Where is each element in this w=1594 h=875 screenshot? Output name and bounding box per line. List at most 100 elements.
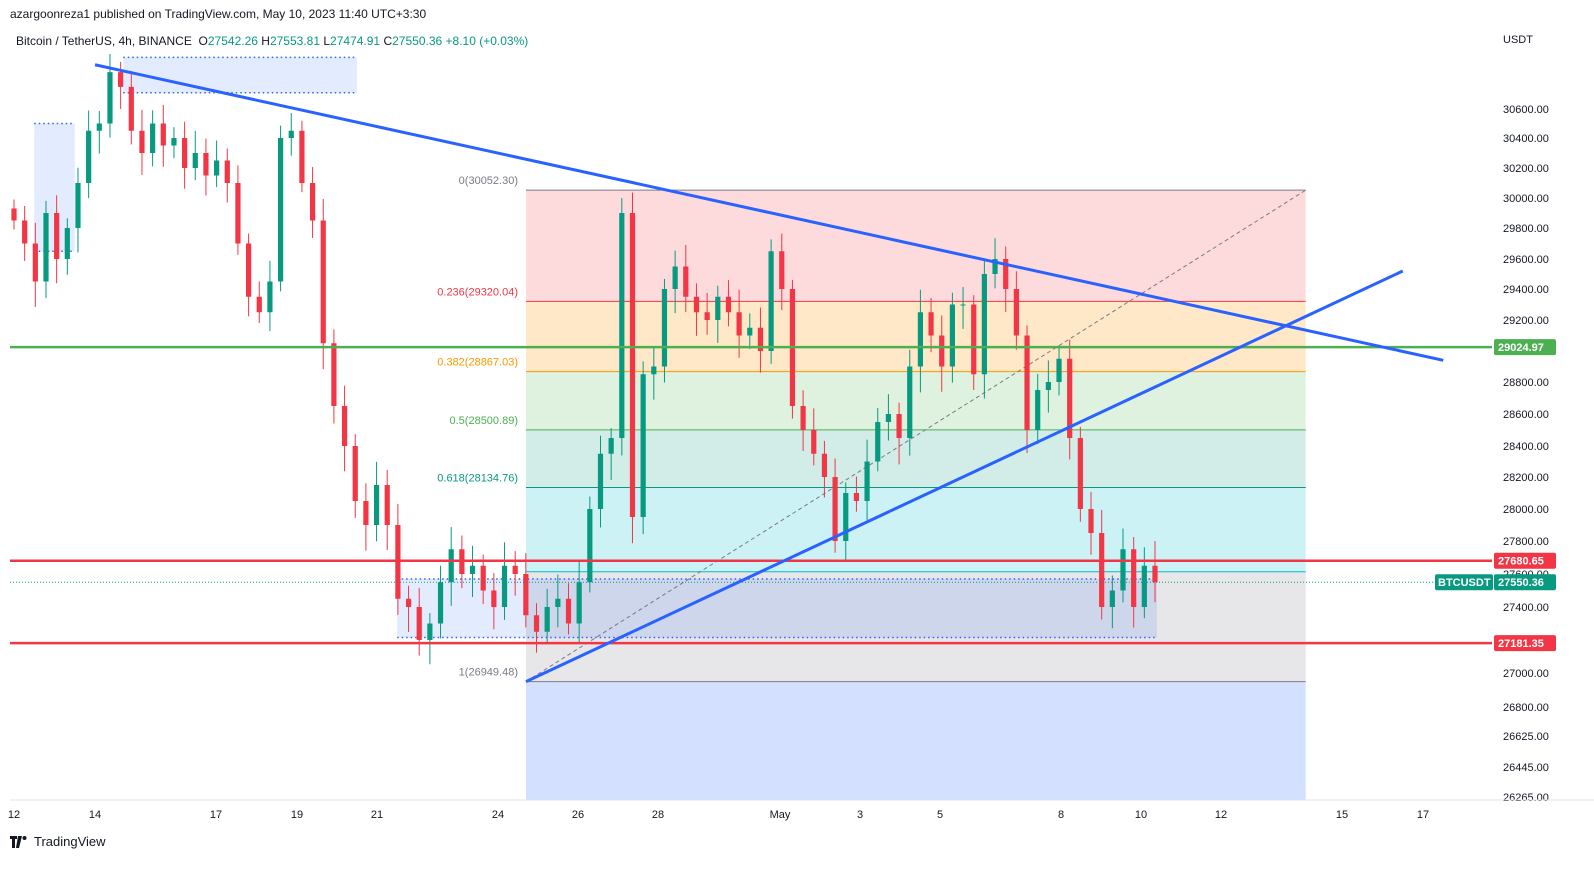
tradingview-logo-icon [10, 835, 27, 848]
candle-body [86, 130, 92, 183]
candle-body [373, 485, 380, 525]
candle-body [171, 138, 177, 146]
descending-trendline [94, 63, 1444, 362]
price-axis-tick: 29800.00 [1503, 223, 1549, 235]
candle-body [1067, 358, 1073, 438]
candle-body [118, 72, 124, 87]
candle [715, 285, 721, 343]
candle [405, 585, 412, 632]
candle [427, 613, 433, 665]
time-axis-tick: 8 [1058, 809, 1064, 821]
candle-body [75, 183, 81, 228]
time-axis-tick: 17 [1417, 809, 1429, 821]
candle [1131, 537, 1137, 628]
candle-body [107, 72, 113, 124]
candle-body [11, 208, 17, 221]
candle [960, 287, 966, 329]
candle [576, 560, 582, 644]
fib-level-label: 0.236(29320.04) [437, 286, 518, 298]
support-price-tag [1494, 635, 1556, 652]
candle-body [139, 130, 145, 153]
candle [1088, 491, 1094, 555]
candle [555, 574, 561, 628]
candle-body [363, 501, 369, 525]
candle [277, 125, 284, 292]
candle [1109, 575, 1115, 629]
fib-zone [526, 487, 1306, 572]
candle [267, 260, 273, 332]
price-axis-tick: 28200.00 [1503, 472, 1549, 484]
fib-level-label: 0.382(28867.03) [437, 357, 518, 369]
candle [939, 315, 945, 392]
candle-body [747, 327, 753, 336]
candle [32, 222, 38, 307]
candle [341, 385, 348, 472]
candle [1056, 345, 1062, 396]
candle [192, 130, 198, 181]
time-axis-tick: 14 [89, 809, 101, 821]
candle [683, 244, 689, 313]
candle-body [469, 565, 476, 574]
last-price-price-tag [1494, 574, 1556, 591]
candle-body [651, 366, 657, 375]
resistance-price-tag [1494, 552, 1556, 569]
candle-body [309, 183, 316, 221]
candle-body [981, 274, 987, 375]
candle-body [640, 374, 646, 517]
published-by-line: azargoonreza1 published on TradingView.c… [10, 7, 427, 21]
price-axis-tick: 28400.00 [1503, 441, 1549, 453]
candle [981, 259, 987, 399]
candle-body [757, 327, 764, 351]
candle-body [960, 304, 966, 306]
candle-body [416, 607, 422, 640]
candle [512, 551, 518, 596]
candle-body [533, 615, 540, 632]
fib-zone [526, 571, 1306, 682]
candle-body [715, 296, 721, 320]
time-axis-tick: 10 [1135, 809, 1147, 821]
fib-level-label: 0.618(28134.76) [437, 472, 518, 484]
candle [779, 233, 785, 311]
candle-body [992, 259, 998, 274]
candle-body [299, 130, 305, 183]
candle-body [54, 213, 60, 259]
time-axis-tick: 5 [937, 809, 943, 821]
candle [214, 140, 220, 188]
fib-zone [526, 301, 1306, 372]
symbol-legend[interactable]: Bitcoin / TetherUS, 4h, BINANCE O27542.2… [16, 34, 528, 48]
time-axis-tick: 12 [8, 809, 20, 821]
candle-body [1088, 509, 1094, 533]
time-axis-tick: 12 [1215, 809, 1227, 821]
candle [672, 250, 678, 314]
high-value: 27553.81 [269, 34, 321, 48]
candle-body [629, 213, 636, 517]
time-axis-tick: 17 [210, 809, 222, 821]
candle-body [864, 461, 870, 501]
price-chart[interactable]: 0(30052.30) 0.236(29320.04) 0.382(28867.03… [0, 0, 1594, 830]
candle [150, 110, 156, 167]
price-axis-tick: 27000.00 [1503, 668, 1549, 680]
price-axis-tick: 29600.00 [1503, 254, 1549, 266]
price-axis-tick: 30000.00 [1503, 193, 1549, 205]
candle [896, 402, 902, 465]
candle-body [352, 446, 358, 501]
candle [1035, 373, 1041, 445]
candle [843, 482, 849, 562]
candle-body [1099, 533, 1105, 607]
candle [789, 279, 796, 419]
candle-body [779, 251, 785, 289]
symbol-name[interactable]: Bitcoin / TetherUS, 4h, BINANCE [16, 34, 192, 48]
candle [523, 553, 529, 628]
candle-body [608, 438, 614, 454]
candle-body [555, 598, 561, 607]
low-label: L [323, 34, 331, 48]
candle-body [480, 565, 486, 591]
candle-body [832, 477, 838, 541]
candle [533, 603, 540, 653]
candle-body [320, 220, 326, 344]
candle-body [214, 160, 220, 176]
candle [384, 470, 390, 551]
open-label: O [198, 34, 208, 48]
price-axis-tick: 27400.00 [1503, 602, 1549, 614]
candle [288, 113, 294, 156]
